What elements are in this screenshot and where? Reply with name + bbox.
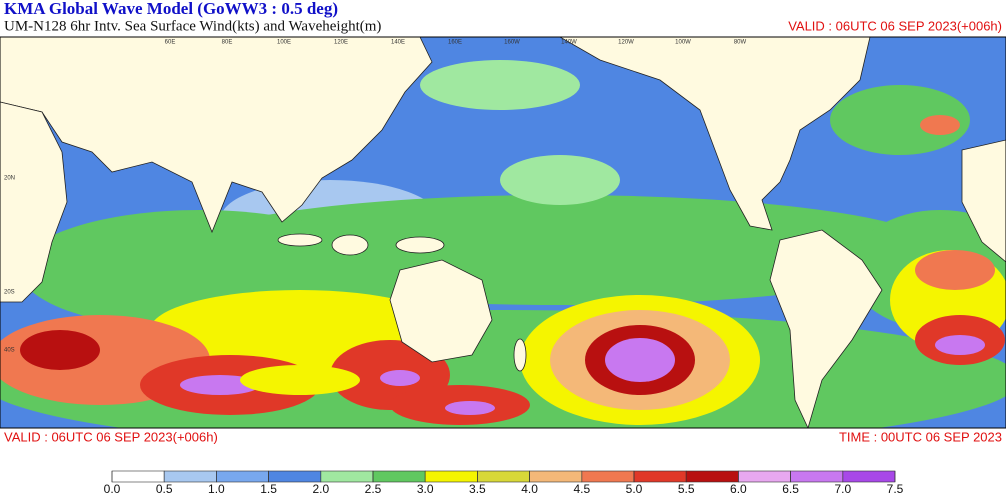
legend-swatch <box>581 470 635 483</box>
lon-label: 100W <box>675 40 691 46</box>
legend-swatch <box>685 470 739 483</box>
legend-swatch <box>633 470 687 483</box>
legend-label: 7.0 <box>834 482 851 496</box>
legend-swatch <box>424 470 478 483</box>
lon-label: 160E <box>448 40 462 46</box>
lat-label: 40S <box>4 348 15 354</box>
legend: 0.0 0.5 1.0 1.5 2.0 2.5 3.0 3.5 4.0 4.5 5.0 5.5 6.0 6… <box>104 470 904 496</box>
map <box>0 36 1006 429</box>
legend-label: 4.5 <box>573 482 590 496</box>
lon-label: 140W <box>561 40 577 46</box>
valid-top: VALID : 06UTC 06 SEP 2023(+006h) <box>788 18 1002 33</box>
lat-label: 20S <box>4 290 15 296</box>
legend-label: 6.0 <box>730 482 747 496</box>
legend-label: 1.5 <box>260 482 277 496</box>
legend-label: 6.5 <box>782 482 799 496</box>
lon-label: 120E <box>334 40 348 46</box>
legend-swatch <box>477 470 530 483</box>
legend-swatch <box>790 470 844 483</box>
lon-label: 80E <box>222 40 233 46</box>
lon-label: 120W <box>618 40 634 46</box>
legend-label: 2.0 <box>312 482 329 496</box>
valid-bottom: VALID : 06UTC 06 SEP 2023(+006h) <box>4 429 218 444</box>
legend-swatch <box>268 470 322 483</box>
land <box>0 37 1006 428</box>
legend-label: 3.5 <box>469 482 486 496</box>
lon-label: 100E <box>277 40 291 46</box>
map-labels: 20N 20S 40S 60E 80E 100E 120E 140E 160E 160W 140W 1… <box>4 40 747 354</box>
subtitle: UM-N128 6hr Intv. Sea Surface Wind(kts) … <box>4 18 381 34</box>
legend-label: 7.5 <box>887 482 904 496</box>
legend-swatch <box>111 470 165 483</box>
legend-swatch <box>529 470 583 483</box>
legend-label: 0.0 <box>104 482 121 496</box>
lon-label: 80W <box>734 40 747 46</box>
legend-swatch <box>163 470 217 483</box>
lon-label: 60E <box>165 40 176 46</box>
legend-swatch <box>842 470 896 483</box>
lon-label: 160W <box>504 40 520 46</box>
legend-label: 1.0 <box>208 482 225 496</box>
lon-label: 140E <box>391 40 405 46</box>
legend-label: 0.5 <box>156 482 173 496</box>
legend-label: 2.5 <box>365 482 382 496</box>
legend-swatch <box>216 470 269 483</box>
title: KMA Global Wave Model (GoWW3 : 0.5 deg) <box>4 0 338 18</box>
legend-label: 4.0 <box>521 482 538 496</box>
legend-swatch <box>320 470 374 483</box>
legend-label: 5.5 <box>678 482 695 496</box>
legend-label: 3.0 <box>417 482 434 496</box>
legend-swatch <box>738 470 791 483</box>
time: TIME : 00UTC 06 SEP 2023 <box>839 429 1002 444</box>
legend-label: 5.0 <box>626 482 643 496</box>
legend-swatch <box>372 470 426 483</box>
lat-label: 20N <box>4 176 15 182</box>
